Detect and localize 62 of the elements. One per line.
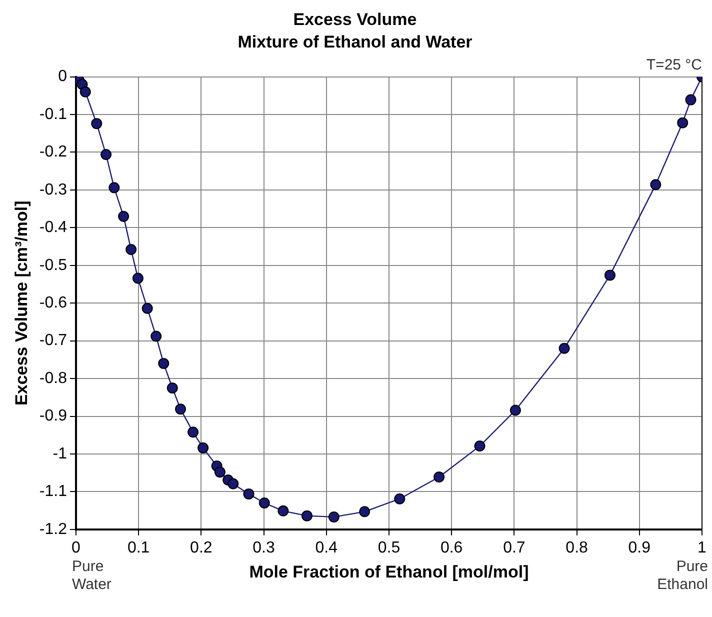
point — [175, 404, 186, 415]
y-tick-label: -0.9 — [39, 408, 68, 425]
point — [80, 86, 91, 98]
point — [142, 302, 153, 314]
point — [328, 511, 340, 522]
x-tick-label: 0.9 — [628, 539, 651, 556]
point — [474, 440, 486, 452]
x-tick-label: 0.3 — [252, 539, 275, 556]
x-tick-label: 0.2 — [190, 539, 212, 556]
x-tick-label: 0.8 — [566, 539, 588, 556]
y-tick-label: 0 — [58, 68, 68, 86]
text: Pure Ethanol — [657, 558, 708, 594]
text: Pure Water — [72, 558, 112, 594]
x-tick-label: 0.7 — [503, 539, 526, 556]
y-tick-label: -0.6 — [39, 294, 68, 312]
point — [510, 404, 521, 416]
point — [100, 148, 112, 160]
point — [118, 210, 130, 222]
point — [188, 426, 199, 438]
y-tick-label: -1.2 — [39, 520, 68, 538]
point — [685, 94, 696, 106]
x-tick-label: 0 — [72, 539, 81, 556]
point — [677, 117, 688, 128]
chart-subtitle: Mixture of Ethanol and Water — [238, 32, 473, 52]
point — [132, 272, 144, 284]
point — [214, 466, 226, 478]
point — [166, 382, 178, 394]
x-tick-label: 1 — [698, 539, 707, 556]
x-tick-label: 0.5 — [378, 539, 400, 556]
point — [604, 270, 616, 281]
point — [650, 179, 662, 190]
x-tick-label: 0.6 — [440, 539, 463, 556]
point — [434, 471, 445, 482]
point — [301, 510, 312, 522]
point — [243, 488, 254, 500]
point — [150, 330, 162, 342]
point — [108, 182, 120, 194]
y-tick-label: -0.4 — [39, 219, 68, 236]
y-axis-title: Excess Volume [cm³/mol] — [12, 200, 31, 406]
text: T=25 °C — [646, 56, 702, 74]
point — [359, 506, 370, 518]
chart-title: Excess Volume — [293, 10, 417, 29]
point — [228, 478, 239, 490]
point — [394, 493, 406, 504]
y-tick-label: -0.7 — [39, 332, 68, 350]
x-axis-title: Mole Fraction of Ethanol [mol/mol] — [249, 562, 529, 582]
y-tick-label: -1 — [52, 445, 68, 462]
x-tick-label: 0.1 — [127, 539, 150, 556]
point — [126, 244, 137, 256]
y-tick-label: -0.2 — [39, 144, 68, 161]
point — [158, 358, 170, 369]
x-tick-label: 0.4 — [315, 539, 338, 556]
point — [558, 342, 570, 354]
y-tick-label: -0.1 — [39, 106, 68, 123]
y-tick-label: -0.8 — [39, 370, 68, 387]
y-tick-label: -0.3 — [39, 181, 68, 198]
y-tick-label: -0.5 — [39, 256, 68, 274]
y-tick-label: -1.1 — [39, 483, 68, 500]
point — [198, 442, 209, 454]
point — [91, 118, 102, 130]
point — [278, 505, 289, 516]
point — [258, 498, 270, 508]
